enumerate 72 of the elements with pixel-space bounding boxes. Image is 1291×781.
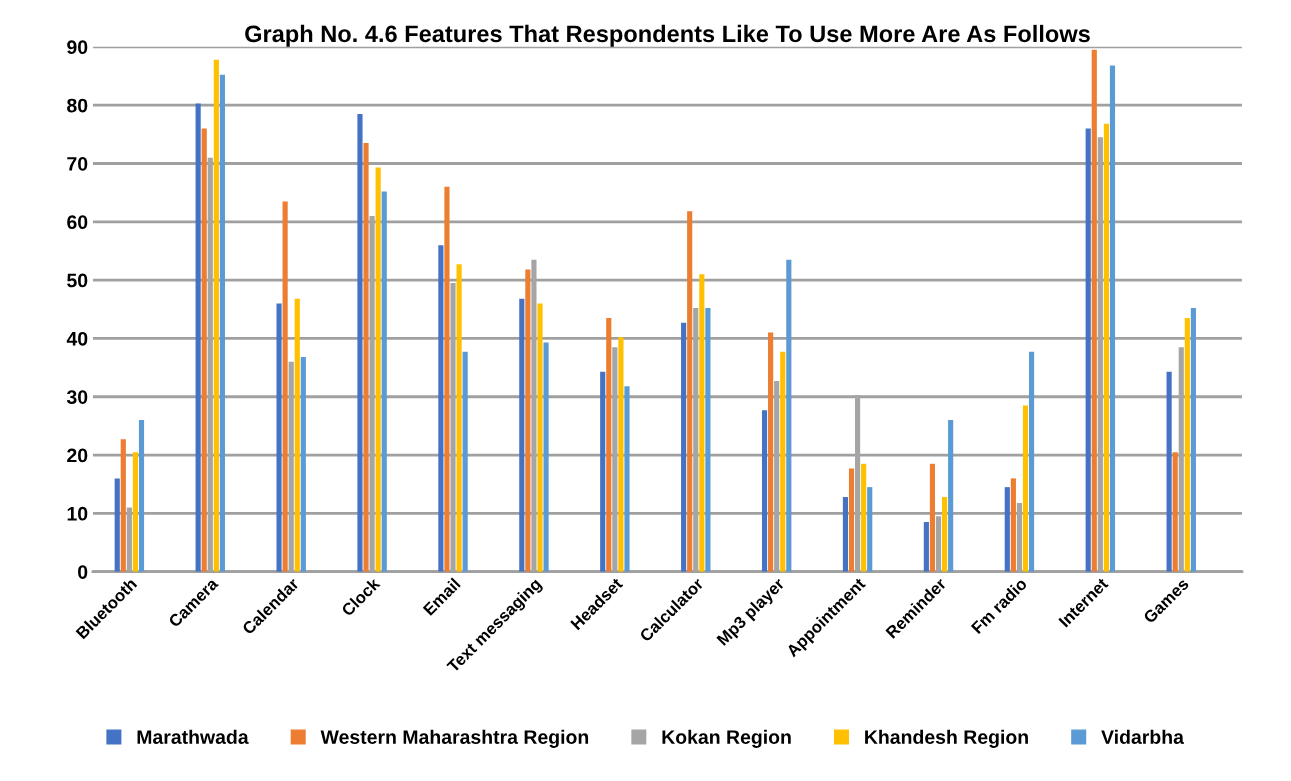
bar <box>1103 123 1109 572</box>
y-tick-label: 90 <box>67 40 88 55</box>
bar <box>780 351 786 572</box>
y-tick-label: 30 <box>66 390 88 405</box>
bar <box>276 303 282 572</box>
bar <box>761 410 768 572</box>
bar <box>525 269 531 572</box>
bar <box>132 452 139 572</box>
y-tick-label: 80 <box>67 98 88 113</box>
bar <box>786 259 792 572</box>
bar <box>282 201 288 572</box>
bar <box>606 318 612 572</box>
y-tick-label: 10 <box>67 506 88 521</box>
bar <box>543 342 549 572</box>
y-tick-label: 60 <box>67 215 88 230</box>
bar <box>687 211 693 572</box>
bar <box>929 463 936 572</box>
y-tick-label: 40 <box>66 331 88 346</box>
bar <box>294 298 300 572</box>
bar <box>1166 371 1172 572</box>
bar <box>867 487 873 572</box>
bar <box>923 522 929 572</box>
bar <box>842 497 849 572</box>
bar <box>201 128 207 572</box>
bar <box>1091 49 1097 572</box>
bar <box>1022 405 1029 572</box>
bar <box>948 420 954 572</box>
bar <box>1010 478 1016 572</box>
bar <box>1028 351 1035 572</box>
legend-label: Marathwada <box>137 729 249 744</box>
bar <box>363 143 369 572</box>
bar <box>1190 308 1196 572</box>
bar <box>624 386 630 572</box>
bar <box>114 478 120 572</box>
bar <box>456 264 462 572</box>
legend-label: Western Maharashtra Region <box>320 729 589 748</box>
bar <box>600 371 606 572</box>
bar <box>300 357 306 572</box>
bar <box>375 167 381 572</box>
bar <box>519 298 525 572</box>
y-tick-label: 20 <box>67 448 88 463</box>
bar <box>438 245 444 572</box>
bar <box>861 463 867 572</box>
chart-title: Graph No. 4.6 Features That Respondents Like To Use More Are As Follows <box>245 24 1090 47</box>
bar <box>195 103 201 572</box>
y-tick-label: 50 <box>67 273 88 288</box>
bar <box>462 351 468 572</box>
bar <box>444 186 450 572</box>
bar <box>213 59 219 572</box>
bar <box>381 191 387 572</box>
bar <box>120 439 126 572</box>
bar <box>219 74 225 572</box>
bar <box>1109 65 1116 572</box>
bar <box>1004 487 1010 572</box>
bar <box>1172 452 1178 572</box>
bar <box>618 337 624 572</box>
legend-label: Vidarbha <box>1101 729 1185 744</box>
legend-label: Kokan Region <box>662 729 791 748</box>
bar <box>848 468 855 572</box>
bar <box>705 308 711 572</box>
y-tick-label: 70 <box>67 156 88 171</box>
legend-label: Khandesh Region <box>865 729 1028 748</box>
bar <box>138 420 145 572</box>
bar <box>681 322 687 572</box>
bar <box>768 332 774 572</box>
bar <box>537 303 543 572</box>
bar <box>1184 318 1190 572</box>
y-tick-label: 0 <box>78 565 88 579</box>
bar <box>357 113 363 572</box>
bar <box>942 497 948 572</box>
bar <box>699 274 705 572</box>
bar <box>1085 128 1091 572</box>
